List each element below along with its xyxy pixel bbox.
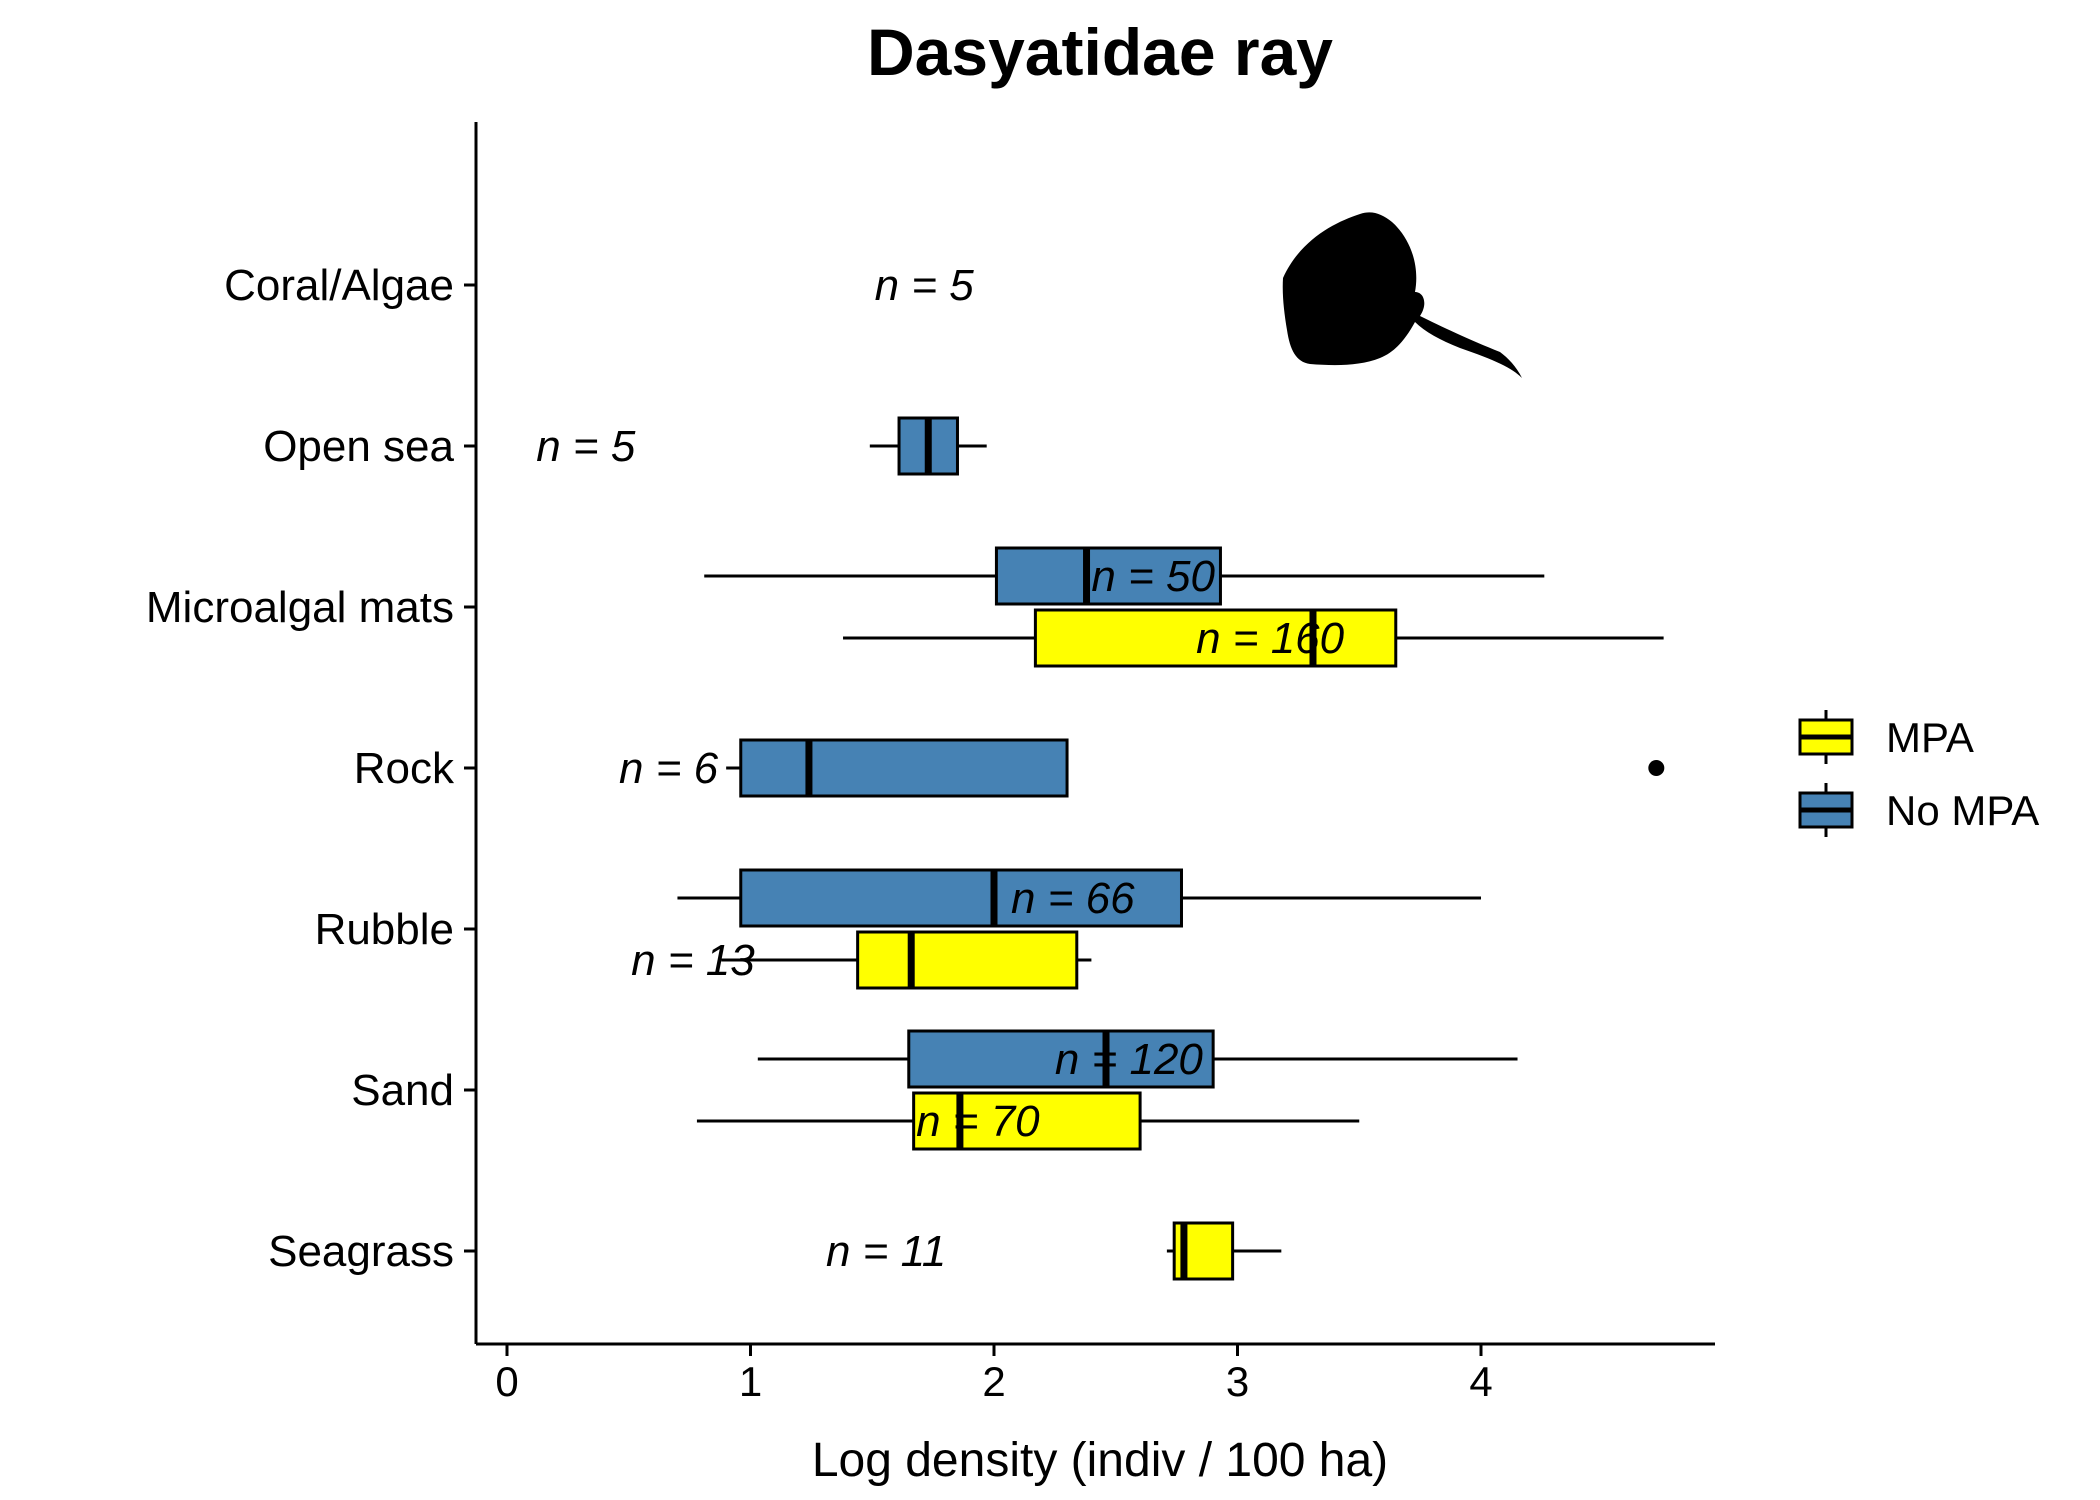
box-body xyxy=(739,738,1069,798)
box-no-mpa-sand xyxy=(757,1029,1518,1089)
box-body xyxy=(856,930,1079,990)
box-mpa-microalgal-mats xyxy=(843,608,1664,668)
y-tick-label: Open sea xyxy=(263,422,454,471)
x-tick-label: 4 xyxy=(1469,1358,1492,1405)
y-tick-label: Rock xyxy=(354,744,455,793)
x-tick-label: 3 xyxy=(1226,1358,1249,1405)
box-body xyxy=(739,868,1183,928)
n-label: n = 70 xyxy=(916,1097,1040,1146)
box-no-mpa-microalgal-mats xyxy=(704,546,1545,606)
y-tick-label: Seagrass xyxy=(268,1227,454,1276)
n-label: n = 120 xyxy=(1055,1035,1204,1084)
chart-title: Dasyatidae ray xyxy=(867,15,1333,89)
box-mpa-rubble xyxy=(721,930,1092,990)
n-label: n = 50 xyxy=(1091,552,1215,601)
legend-item-mpa: MPA xyxy=(1798,710,1974,764)
y-tick-label: Microalgal mats xyxy=(146,583,454,632)
box-body xyxy=(907,1029,1215,1089)
n-label: n = 11 xyxy=(826,1227,946,1276)
box-no-mpa-rock xyxy=(726,738,1665,798)
y-tick-label: Sand xyxy=(351,1066,454,1115)
box-mpa-seagrass xyxy=(1166,1221,1282,1281)
box-mpa-sand xyxy=(696,1091,1360,1151)
n-label: n = 160 xyxy=(1196,614,1345,663)
n-label: n = 5 xyxy=(536,422,636,471)
legend-label: No MPA xyxy=(1886,787,2039,834)
n-label: n = 13 xyxy=(631,936,755,985)
n-label: n = 66 xyxy=(1011,874,1135,923)
ray-silhouette-icon xyxy=(1282,212,1522,378)
box-no-mpa-open-sea xyxy=(869,416,987,476)
x-tick-label: 0 xyxy=(495,1358,518,1405)
legend-item-no-mpa: No MPA xyxy=(1798,783,2039,837)
y-tick-label: Rubble xyxy=(315,905,454,954)
x-axis-label: Log density (indiv / 100 ha) xyxy=(812,1434,1388,1487)
box-body xyxy=(994,546,1222,606)
box-body xyxy=(1033,608,1398,668)
outlier-point xyxy=(1648,760,1665,776)
y-tick-label: Coral/Algae xyxy=(224,261,454,310)
legend-label: MPA xyxy=(1886,714,1974,761)
legend: MPA No MPA xyxy=(1798,710,2039,837)
box-no-mpa-rubble xyxy=(677,868,1481,928)
n-label: n = 5 xyxy=(875,261,975,310)
box-body xyxy=(912,1091,1142,1151)
x-tick-label: 2 xyxy=(982,1358,1005,1405)
n-label: n = 6 xyxy=(619,744,719,793)
x-tick-label: 1 xyxy=(739,1358,762,1405)
